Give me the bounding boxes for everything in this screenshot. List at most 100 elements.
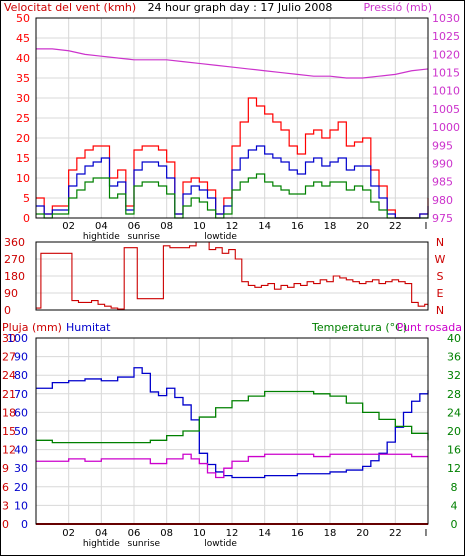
temperature-tick-label: 40 (447, 332, 461, 345)
end-mark: I (425, 528, 428, 539)
pressure-series (36, 48, 429, 79)
direction-tick-label: 90 (4, 287, 18, 300)
tide-sun-annotation: hightide (83, 232, 120, 242)
rain-tick-label: 0 (2, 518, 9, 531)
wind-max-series (36, 97, 429, 219)
wind-tick-label: 10 (16, 172, 30, 185)
humidity-tick-label: 50 (14, 425, 28, 438)
wind-direction-series (36, 241, 429, 310)
temperature-tick-label: 0 (451, 518, 458, 531)
humidity-tick-label: 70 (14, 388, 28, 401)
pressure-tick-label: 985 (432, 176, 453, 189)
rain-tick-label: 3 (2, 499, 9, 512)
temperature-tick-label: 20 (447, 425, 461, 438)
wind-tick-label: 40 (16, 52, 30, 65)
end-mark: I (425, 221, 428, 232)
wind-panel-frame (35, 17, 429, 219)
wind-tick-label: 15 (16, 152, 30, 165)
humidity-series (36, 367, 429, 479)
direction-tick-label: 360 (4, 236, 25, 249)
wind-tick-label: 0 (23, 212, 30, 225)
time-tick-label: 18 (324, 528, 337, 539)
pressure-tick-label: 1025 (432, 30, 460, 43)
rain-tick-label: 24 (2, 369, 16, 382)
time-tick-label: 06 (128, 221, 141, 232)
humidity-tick-label: 100 (7, 332, 28, 345)
temperature-tick-label: 16 (447, 444, 461, 457)
rain-tick-label: 27 (2, 351, 16, 364)
humidity-tick-label: 60 (14, 406, 28, 419)
time-tick-label: 18 (324, 221, 337, 232)
tide-sun-annotation: sunrise (128, 539, 161, 549)
humidity-axis-title: Humitat (66, 321, 111, 334)
rain-tick-label: 18 (2, 406, 16, 419)
time-tick-label: 20 (356, 221, 369, 232)
temperature-tick-label: 12 (447, 462, 461, 475)
humidity-tick-label: 10 (14, 499, 28, 512)
humidity-tick-label: 40 (14, 444, 28, 457)
compass-label: W (435, 253, 446, 266)
wind-min-series (36, 173, 429, 219)
temperature-tick-label: 36 (447, 351, 461, 364)
wind-tick-label: 50 (16, 12, 30, 25)
pressure-tick-label: 1020 (432, 48, 460, 61)
temperature-tick-label: 32 (447, 369, 461, 382)
time-tick-label: 04 (95, 221, 108, 232)
temperature-series (36, 390, 429, 444)
time-tick-label: 16 (291, 221, 304, 232)
time-tick-label: 22 (389, 221, 402, 232)
humidity-tick-label: 20 (14, 481, 28, 494)
wind-tick-label: 20 (16, 132, 30, 145)
humidity-tick-label: 0 (21, 518, 28, 531)
wind-speed-axis-title: Velocitat del vent (kmh) (4, 1, 136, 14)
time-tick-label: 02 (62, 528, 75, 539)
tide-sun-annotation: lowtide (204, 539, 237, 549)
compass-label: N (436, 304, 444, 317)
time-tick-label: 10 (193, 528, 206, 539)
pressure-axis-title: Pressió (mb) (363, 1, 432, 14)
pressure-tick-label: 980 (432, 194, 453, 207)
pressure-tick-label: 1015 (432, 67, 460, 80)
wind-tick-label: 35 (16, 72, 30, 85)
temperature-axis-title: Temperatura (°C) (311, 321, 407, 334)
rain-tick-label: 30 (2, 332, 16, 345)
direction-panel-frame (35, 241, 429, 311)
time-tick-label: 14 (258, 528, 271, 539)
rain-tick-label: 6 (2, 481, 9, 494)
wind-tick-label: 5 (23, 192, 30, 205)
pressure-tick-label: 1000 (432, 121, 460, 134)
rain-axis-title: Pluja (mm) (2, 321, 62, 334)
dewpoint-axis-title: Punt rosada (397, 321, 462, 334)
dewpoint-series (36, 453, 428, 479)
rain-tick-label: 15 (2, 425, 16, 438)
compass-label: E (437, 287, 444, 300)
tide-sun-annotation: sunrise (128, 232, 161, 242)
pressure-tick-label: 1005 (432, 103, 460, 116)
rain-tick-label: 21 (2, 388, 16, 401)
wind-tick-label: 25 (16, 112, 30, 125)
time-tick-label: 14 (258, 221, 271, 232)
pressure-tick-label: 975 (432, 212, 453, 225)
pressure-tick-label: 990 (432, 157, 453, 170)
temperature-tick-label: 28 (447, 388, 461, 401)
time-tick-label: 04 (95, 528, 108, 539)
time-tick-label: 12 (226, 221, 239, 232)
chart-title: 24 hour graph day : 17 Julio 2008 (148, 1, 333, 14)
direction-tick-label: 270 (4, 253, 25, 266)
direction-tick-label: 0 (4, 304, 11, 317)
pressure-tick-label: 1010 (432, 85, 460, 98)
humidity-tick-label: 30 (14, 462, 28, 475)
bottom-panel-frame (35, 337, 429, 525)
direction-tick-label: 180 (4, 270, 25, 283)
time-tick-label: 10 (193, 221, 206, 232)
time-tick-label: 08 (160, 528, 173, 539)
humidity-tick-label: 90 (14, 351, 28, 364)
time-tick-label: 22 (389, 528, 402, 539)
wind-avg-series (36, 145, 429, 219)
time-tick-label: 08 (160, 221, 173, 232)
pressure-tick-label: 1030 (432, 12, 460, 25)
tide-sun-annotation: lowtide (204, 232, 237, 242)
temperature-tick-label: 8 (451, 481, 458, 494)
